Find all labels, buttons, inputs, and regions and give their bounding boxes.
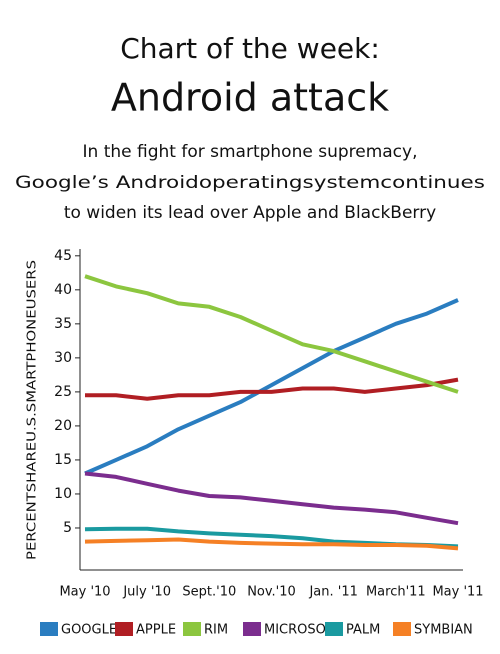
y-axis-label: PERCENTSHAREU.S.SMARTPHONEUSERS [25,260,39,560]
y-tick-label: 5 [63,520,72,536]
series-line [84,274,459,394]
legend-swatch [393,622,411,636]
x-tick-label: May '11 [432,585,483,600]
x-tick-label: May '10 [59,585,110,600]
legend-swatch [325,622,343,636]
y-tick-label: 45 [54,248,72,264]
legend-label: MICROSOF [264,623,333,638]
legend-label: RIM [204,623,228,638]
series-line [84,537,459,551]
legend-label: GOOGLE [61,623,117,638]
y-tick-label: 35 [54,316,72,332]
x-tick-label: Sept.'10 [182,585,236,600]
x-tick-label: July '10 [122,585,171,600]
y-tick-label: 15 [54,452,72,468]
legend-swatch [243,622,261,636]
description: In the fight for smartphone supremacy, [83,142,418,162]
series-line [84,298,459,476]
y-tick-label: 30 [54,350,72,366]
legend-swatch [115,622,133,636]
x-tick-label: March'11 [366,585,426,600]
x-tick-label: Nov.'10 [247,585,296,600]
y-tick-label: 10 [54,486,72,502]
legend-label: APPLE [136,623,176,638]
y-tick-label: 20 [54,418,72,434]
y-tick-label: 25 [54,384,72,400]
chart-subtitle: Android attack [111,76,389,120]
series-line [85,377,459,401]
legend-label: PALM [346,623,380,638]
series-line [84,471,459,526]
chart-title: Chart of the week: [120,32,380,65]
legend-label: SYMBIAN [414,623,473,638]
legend-swatch [183,622,201,636]
x-tick-label: Jan. '11 [308,585,357,600]
y-tick-label: 40 [54,282,72,298]
description: Google’s Androidoperatingsystemcontinues [15,173,485,193]
description: to widen its lead over Apple and BlackBe… [64,203,436,223]
legend-swatch [40,622,58,636]
